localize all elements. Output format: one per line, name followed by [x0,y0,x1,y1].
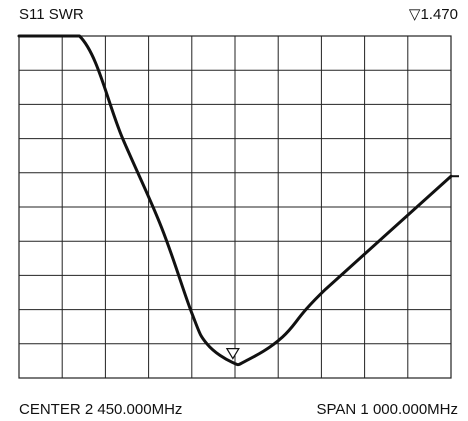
trace-label: S11 SWR [19,6,84,23]
swr-trace-line [17,34,453,367]
marker-readout: ▽1.470 [409,6,458,24]
marker-value: 1.470 [420,6,458,23]
span-frequency-label: SPAN 1 000.000MHz [316,401,458,418]
marker-triangle-icon [225,348,240,360]
plot-frame [18,35,452,379]
center-frequency-label: CENTER 2 450.000MHz [19,401,183,418]
grid [19,36,451,378]
marker-symbol-icon: ▽ [408,6,421,23]
